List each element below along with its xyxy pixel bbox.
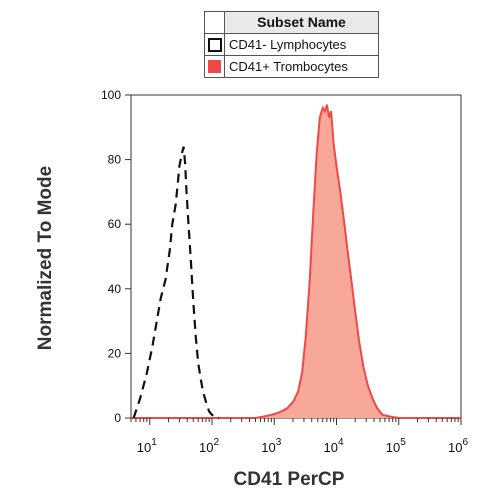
series-area-cd41-positive <box>131 104 461 418</box>
x-axis-label: CD41 PerCP <box>233 469 345 490</box>
x-tick-label: 104 <box>323 437 343 455</box>
x-tick-label: 102 <box>199 437 219 455</box>
y-tick-label: 60 <box>108 217 122 231</box>
legend-item-cd41-positive: CD41+ Trombocytes <box>205 56 378 77</box>
y-tick-label: 20 <box>108 346 122 360</box>
legend-swatch-cell <box>205 56 225 77</box>
legend-swatch-outline <box>207 37 222 52</box>
x-tick-label: 101 <box>137 437 157 455</box>
x-tick-label: 106 <box>448 437 468 455</box>
legend-item-cd41-negative: CD41- Lymphocytes <box>205 34 378 56</box>
series-line-cd41-positive <box>131 104 461 419</box>
x-tick-label: 103 <box>261 437 281 455</box>
legend-item-label: CD41+ Trombocytes <box>229 59 348 74</box>
legend-header-spacer <box>205 12 225 33</box>
legend-header: Subset Name <box>205 12 378 34</box>
series-line-cd41-negative <box>132 146 220 420</box>
legend-item-label: CD41- Lymphocytes <box>229 37 347 52</box>
plot-frame <box>130 94 462 419</box>
x-tick-label: 105 <box>386 437 406 455</box>
y-tick-label: 100 <box>101 88 121 102</box>
legend-swatch-filled <box>208 60 221 73</box>
legend-swatch-cell <box>205 34 225 55</box>
y-axis-label: Normalized To Mode <box>35 165 56 351</box>
y-tick-label: 0 <box>114 411 121 425</box>
legend: Subset Name CD41- Lymphocytes CD41+ Trom… <box>204 11 379 78</box>
y-tick-label: 40 <box>108 282 122 296</box>
legend-title: Subset Name <box>225 12 378 33</box>
y-tick-label: 80 <box>108 153 122 167</box>
